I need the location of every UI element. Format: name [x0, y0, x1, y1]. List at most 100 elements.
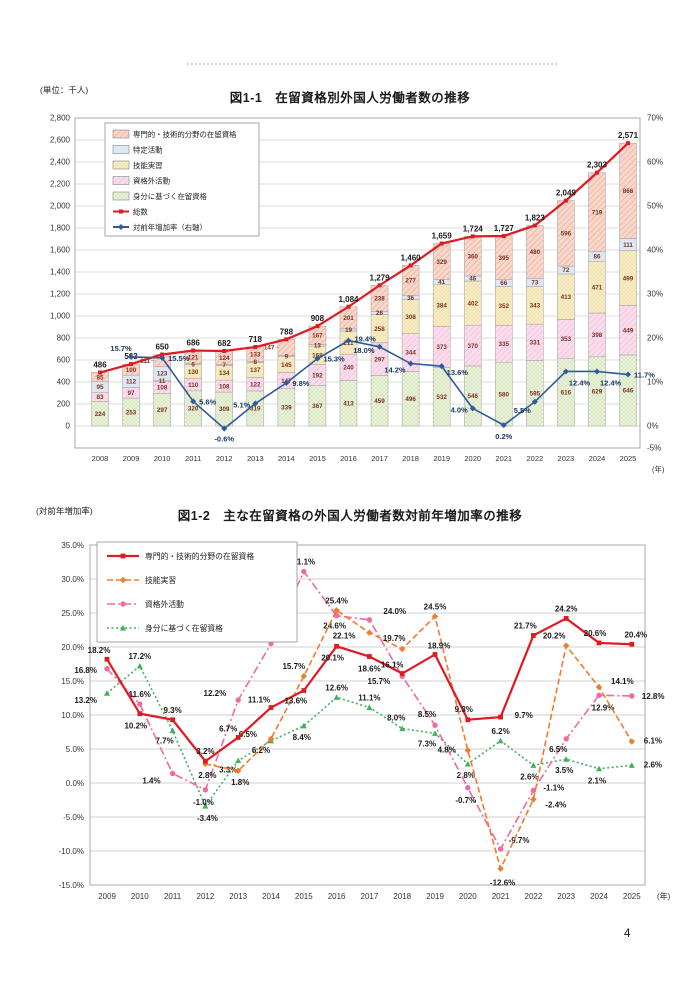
svg-text:2.8%: 2.8% — [457, 771, 475, 780]
svg-text:5.6%: 5.6% — [199, 397, 216, 406]
svg-text:-9.7%: -9.7% — [509, 836, 530, 845]
svg-text:201: 201 — [343, 315, 354, 322]
svg-text:20.6%: 20.6% — [584, 629, 607, 638]
svg-text:1,460: 1,460 — [401, 253, 422, 262]
svg-text:6.2%: 6.2% — [491, 727, 509, 736]
svg-text:12.6%: 12.6% — [325, 683, 348, 692]
svg-text:108: 108 — [219, 383, 230, 390]
svg-text:41: 41 — [438, 279, 446, 286]
chart1-legend: 専門的・技術的分野の在留資格特定活動技能実習資格外活動身分に基づく在留資格総数対… — [104, 122, 260, 237]
svg-text:身分に基づく在留資格: 身分に基づく在留資格 — [133, 192, 208, 201]
svg-text:10%: 10% — [647, 378, 663, 387]
svg-text:2023: 2023 — [557, 892, 575, 901]
svg-text:8.5%: 8.5% — [418, 710, 436, 719]
svg-text:-5%: -5% — [647, 444, 661, 453]
svg-text:2,200: 2,200 — [50, 180, 71, 189]
svg-text:2017: 2017 — [361, 892, 379, 901]
svg-text:(年): (年) — [657, 891, 671, 901]
svg-text:1,400: 1,400 — [50, 268, 71, 277]
svg-text:2015: 2015 — [309, 454, 326, 463]
svg-text:123: 123 — [157, 371, 168, 378]
svg-text:2009: 2009 — [98, 892, 116, 901]
svg-text:2020: 2020 — [464, 454, 481, 463]
svg-text:1,000: 1,000 — [50, 312, 71, 321]
svg-text:6.5%: 6.5% — [239, 730, 257, 739]
chart2-series-2 — [104, 568, 635, 852]
svg-text:技能実習: 技能実習 — [145, 575, 176, 585]
svg-text:83: 83 — [96, 394, 104, 401]
svg-text:2009: 2009 — [123, 454, 140, 463]
svg-text:200: 200 — [57, 400, 71, 409]
svg-text:800: 800 — [57, 334, 71, 343]
chart2-x-axis-labels: 2009 2010 2011 2012 2013 2014 2015 2016 2017 2018… — [98, 891, 671, 901]
chart1-right-axis-labels: 70% 60% 50% 40% 30% 20% 10% 0% -5% — [647, 114, 663, 453]
svg-text:240: 240 — [343, 365, 354, 372]
svg-text:2022: 2022 — [526, 454, 543, 463]
svg-text:21.7%: 21.7% — [514, 621, 537, 630]
svg-text:46: 46 — [469, 276, 477, 283]
svg-text:650: 650 — [155, 343, 169, 352]
svg-text:15.7%: 15.7% — [282, 662, 305, 671]
svg-text:1,800: 1,800 — [50, 224, 71, 233]
svg-text:0: 0 — [66, 422, 71, 431]
svg-text:2,600: 2,600 — [50, 136, 71, 145]
chart2-y-axis-labels: 35.0% 30.0% 25.0% 20.0% 15.0% 10.0% 5.0% 0.0% -5… — [59, 541, 84, 890]
svg-text:1.4%: 1.4% — [142, 776, 160, 785]
svg-text:2015: 2015 — [295, 892, 313, 901]
svg-text:1.8%: 1.8% — [231, 778, 249, 787]
chart1-total-line — [98, 141, 631, 375]
svg-text:532: 532 — [436, 394, 447, 401]
svg-text:2,303: 2,303 — [587, 161, 608, 170]
svg-text:4.8%: 4.8% — [438, 745, 456, 754]
svg-text:10.0%: 10.0% — [61, 711, 84, 720]
svg-text:2013: 2013 — [229, 892, 247, 901]
svg-text:11.1%: 11.1% — [358, 694, 380, 703]
svg-text:31.1%: 31.1% — [292, 558, 315, 567]
chart1-x-axis-labels: 2008 2009 2010 2011 2012 2013 2014 2015 2016 2017… — [92, 454, 665, 474]
svg-text:2,571: 2,571 — [618, 131, 639, 140]
svg-text:866: 866 — [623, 188, 634, 195]
svg-text:0.2%: 0.2% — [495, 432, 512, 441]
svg-text:14.1%: 14.1% — [611, 677, 634, 686]
svg-text:2012: 2012 — [197, 892, 215, 901]
svg-text:19.4%: 19.4% — [354, 335, 376, 344]
svg-text:339: 339 — [281, 405, 292, 412]
svg-text:111: 111 — [140, 358, 150, 365]
svg-text:331: 331 — [530, 340, 541, 347]
svg-text:1,727: 1,727 — [494, 224, 515, 233]
svg-text:2021: 2021 — [492, 892, 510, 901]
svg-text:18.2%: 18.2% — [88, 646, 111, 655]
svg-text:2.6%: 2.6% — [520, 772, 538, 781]
svg-text:13.6%: 13.6% — [284, 697, 307, 706]
svg-text:24.6%: 24.6% — [323, 622, 346, 631]
svg-text:253: 253 — [126, 409, 137, 416]
svg-text:-0.6%: -0.6% — [214, 435, 234, 444]
svg-text:258: 258 — [374, 326, 385, 333]
svg-text:専門的・技術的分野の在留資格: 専門的・技術的分野の在留資格 — [145, 551, 254, 561]
svg-text:145: 145 — [281, 362, 292, 369]
svg-text:373: 373 — [436, 344, 447, 351]
svg-text:353: 353 — [561, 336, 572, 343]
chart2-series-labels-1: 2.8% 1.8% 6.5% 15.7% 25.4% 22.1% 19.7% 24.5% 4.8… — [198, 596, 662, 887]
svg-text:資格外活動: 資格外活動 — [145, 599, 184, 609]
chart1-title: 図1-1 在留資格別外国人労働者数の推移 — [229, 91, 471, 105]
svg-text:8.0%: 8.0% — [387, 714, 405, 723]
svg-text:1,724: 1,724 — [463, 224, 484, 233]
svg-text:2011: 2011 — [185, 454, 201, 463]
svg-text:対前年増加率（右軸）: 対前年増加率（右軸） — [133, 223, 207, 232]
svg-text:-5.0%: -5.0% — [63, 813, 84, 822]
svg-text:20.2%: 20.2% — [543, 632, 566, 641]
svg-text:86: 86 — [593, 254, 601, 261]
svg-text:6: 6 — [191, 361, 195, 368]
svg-text:18.0%: 18.0% — [353, 346, 375, 355]
svg-text:111: 111 — [623, 242, 633, 249]
svg-text:3.3%: 3.3% — [219, 766, 237, 775]
svg-text:15.3%: 15.3% — [323, 355, 345, 364]
svg-text:360: 360 — [467, 253, 478, 260]
svg-text:596: 596 — [561, 230, 572, 237]
svg-text:9.7%: 9.7% — [515, 711, 533, 720]
svg-text:402: 402 — [467, 300, 478, 307]
svg-text:11.1%: 11.1% — [248, 696, 270, 705]
